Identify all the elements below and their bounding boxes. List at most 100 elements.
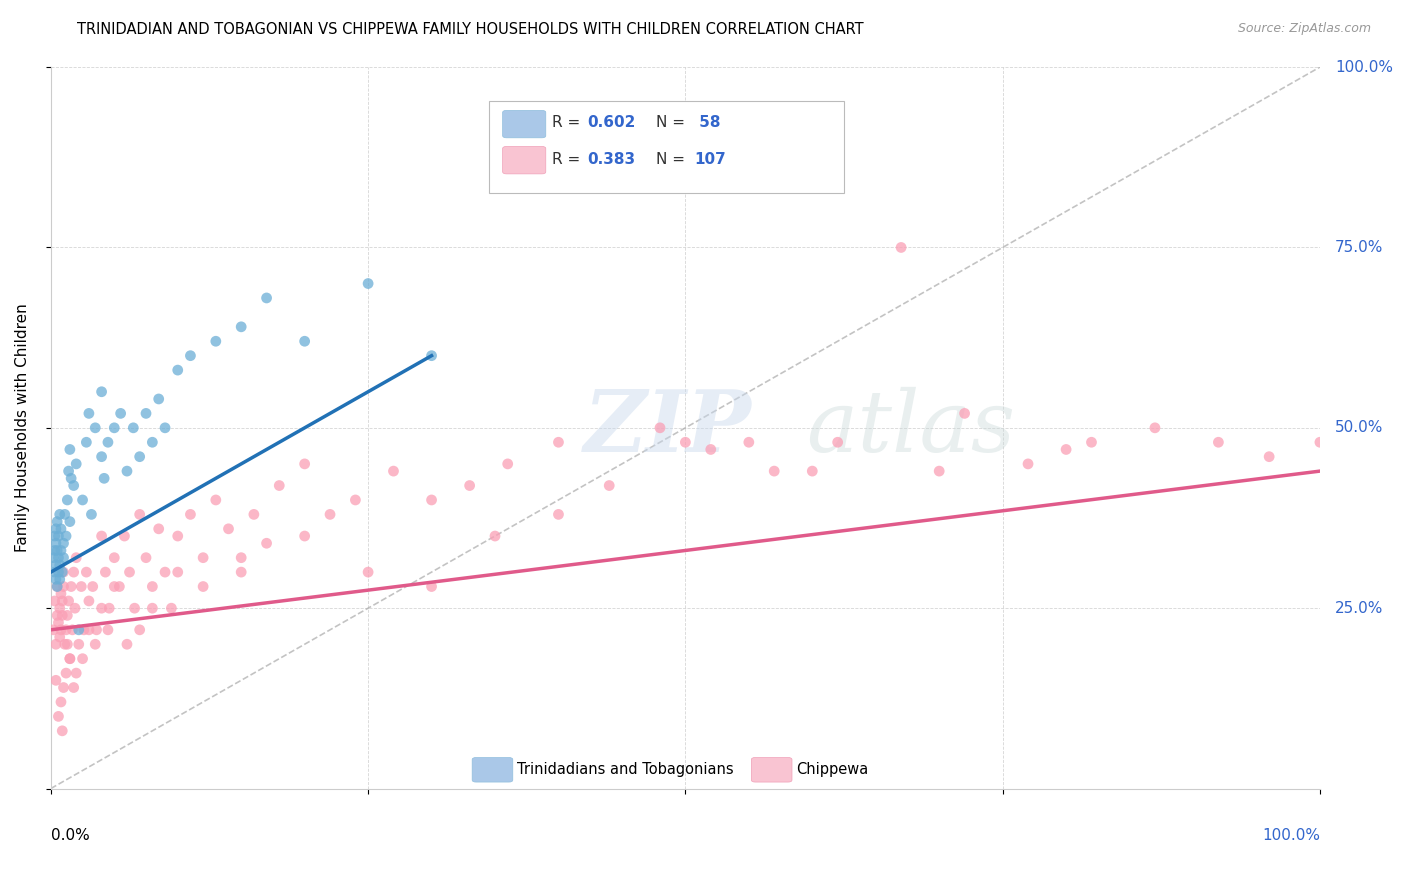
Point bbox=[58, 464, 80, 478]
Point bbox=[86, 623, 108, 637]
Text: Trinidadians and Tobagonians: Trinidadians and Tobagonians bbox=[516, 763, 733, 777]
Point bbox=[44, 594, 66, 608]
Point bbox=[51, 594, 73, 608]
Text: 75.0%: 75.0% bbox=[1336, 240, 1384, 255]
Point bbox=[153, 421, 176, 435]
Point bbox=[496, 457, 519, 471]
Point bbox=[52, 565, 75, 579]
Point bbox=[46, 580, 69, 594]
Point bbox=[118, 565, 141, 579]
Point bbox=[1143, 421, 1166, 435]
Point bbox=[48, 572, 70, 586]
Point bbox=[114, 529, 136, 543]
Point bbox=[598, 478, 620, 492]
Point bbox=[218, 522, 240, 536]
Point bbox=[45, 673, 67, 688]
Point bbox=[65, 457, 87, 471]
FancyBboxPatch shape bbox=[489, 101, 844, 194]
Text: 0.0%: 0.0% bbox=[51, 829, 90, 843]
Point bbox=[382, 464, 405, 478]
Point bbox=[59, 515, 82, 529]
Point bbox=[110, 406, 132, 420]
Point bbox=[44, 529, 66, 543]
Point bbox=[48, 529, 70, 543]
Point bbox=[49, 695, 72, 709]
Point bbox=[128, 508, 150, 522]
Point bbox=[115, 464, 138, 478]
Point bbox=[458, 478, 481, 492]
Point bbox=[166, 565, 188, 579]
Point bbox=[77, 623, 100, 637]
Point bbox=[60, 580, 83, 594]
FancyBboxPatch shape bbox=[502, 146, 546, 174]
Point bbox=[77, 594, 100, 608]
Point bbox=[256, 291, 278, 305]
Point bbox=[97, 435, 120, 450]
Point bbox=[53, 637, 76, 651]
Point bbox=[45, 558, 67, 572]
Point bbox=[928, 464, 950, 478]
Point bbox=[55, 623, 77, 637]
Point bbox=[103, 421, 125, 435]
Point bbox=[42, 623, 65, 637]
Point bbox=[49, 587, 72, 601]
Point bbox=[294, 529, 316, 543]
Point bbox=[90, 601, 112, 615]
Point bbox=[243, 508, 266, 522]
Point bbox=[48, 709, 70, 723]
Point bbox=[294, 457, 316, 471]
Text: 100.0%: 100.0% bbox=[1263, 829, 1320, 843]
Point bbox=[59, 442, 82, 457]
Point bbox=[48, 558, 70, 572]
Point bbox=[122, 421, 145, 435]
Point bbox=[46, 608, 69, 623]
Point bbox=[700, 442, 723, 457]
Point bbox=[51, 565, 73, 579]
Point bbox=[75, 565, 97, 579]
Point bbox=[70, 580, 93, 594]
Text: 58: 58 bbox=[695, 115, 721, 130]
Text: N =: N = bbox=[657, 152, 690, 167]
Point bbox=[44, 543, 66, 558]
Point bbox=[48, 508, 70, 522]
Point bbox=[135, 550, 157, 565]
Point bbox=[93, 471, 115, 485]
Point bbox=[45, 637, 67, 651]
Point bbox=[80, 508, 103, 522]
Point bbox=[108, 580, 131, 594]
Point bbox=[42, 550, 65, 565]
Point bbox=[204, 334, 226, 349]
Point bbox=[269, 478, 291, 492]
Point bbox=[97, 623, 120, 637]
Point bbox=[62, 478, 84, 492]
Point bbox=[357, 277, 380, 291]
Point bbox=[56, 637, 79, 651]
Point bbox=[98, 601, 121, 615]
Point bbox=[82, 580, 104, 594]
Point bbox=[72, 493, 94, 508]
Text: 107: 107 bbox=[695, 152, 725, 167]
Point bbox=[141, 580, 163, 594]
Point bbox=[141, 601, 163, 615]
Point bbox=[59, 651, 82, 665]
Point bbox=[166, 529, 188, 543]
Point bbox=[52, 536, 75, 550]
Text: ZIP: ZIP bbox=[583, 386, 752, 469]
Point bbox=[48, 550, 70, 565]
FancyBboxPatch shape bbox=[502, 111, 546, 137]
Point bbox=[547, 435, 569, 450]
Point bbox=[141, 435, 163, 450]
Point bbox=[547, 508, 569, 522]
Point bbox=[191, 580, 214, 594]
Text: TRINIDADIAN AND TOBAGONIAN VS CHIPPEWA FAMILY HOUSEHOLDS WITH CHILDREN CORRELATI: TRINIDADIAN AND TOBAGONIAN VS CHIPPEWA F… bbox=[77, 22, 863, 37]
Point bbox=[648, 421, 671, 435]
Point bbox=[231, 550, 253, 565]
Point bbox=[115, 637, 138, 651]
Point bbox=[49, 522, 72, 536]
Point bbox=[128, 623, 150, 637]
Text: N =: N = bbox=[657, 115, 690, 130]
Point bbox=[357, 565, 380, 579]
Point bbox=[84, 421, 107, 435]
Point bbox=[84, 637, 107, 651]
Point bbox=[75, 435, 97, 450]
